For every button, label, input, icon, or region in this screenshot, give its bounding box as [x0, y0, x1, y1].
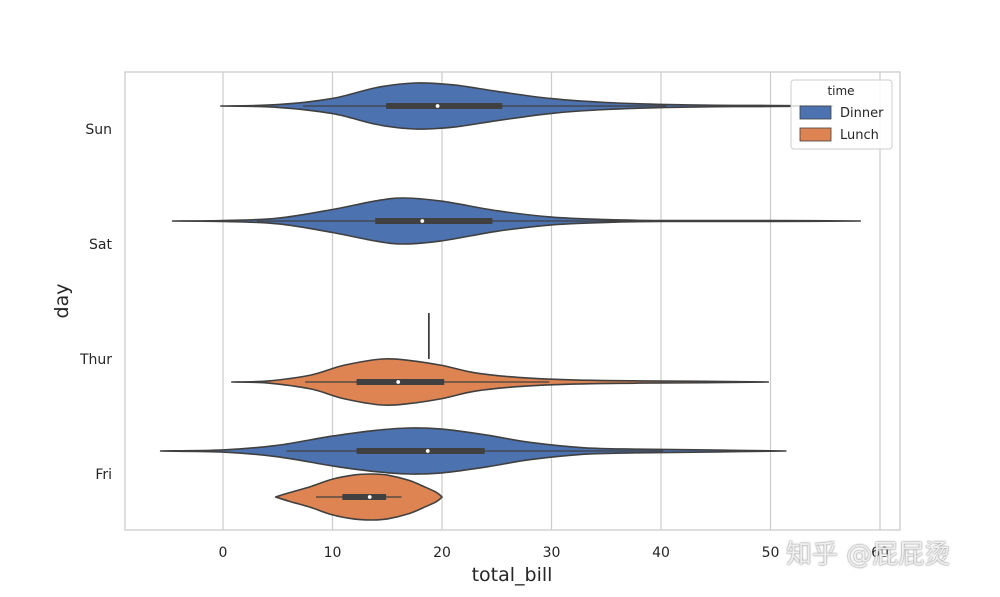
y-tick-label-fri: Fri [95, 467, 112, 483]
legend: time Dinner Lunch [790, 79, 893, 150]
violin-sun-dinner-iqr [386, 103, 503, 109]
y-tick-label-sun: Sun [85, 122, 112, 138]
y-axis-title: day [51, 284, 73, 319]
grid-lines [222, 72, 881, 530]
legend-swatch-lunch [799, 127, 832, 142]
legend-label-dinner: Dinner [840, 106, 884, 121]
violin-sat-dinner-median [420, 219, 425, 223]
x-tick-label-10: 10 [324, 545, 342, 561]
legend-title: time [827, 84, 854, 98]
x-tick-label-30: 30 [543, 545, 561, 561]
violin-fri-dinner-median [425, 449, 430, 453]
watermark-text: 知乎 @屁屁烫 [786, 540, 951, 570]
violin-fri-lunch-iqr [342, 494, 387, 500]
y-tick-labels: Sun Sat Thur Fri [79, 122, 113, 483]
plot-frame [124, 71, 901, 531]
x-tick-label-0: 0 [219, 545, 228, 561]
x-tick-label-40: 40 [652, 545, 670, 561]
x-tick-label-20: 20 [433, 545, 451, 561]
x-tick-label-50: 50 [762, 545, 780, 561]
y-tick-label-sat: Sat [89, 237, 112, 253]
violin-fri-lunch [274, 473, 443, 521]
legend-swatch-dinner [799, 105, 832, 120]
violin-fri-dinner-iqr [356, 448, 485, 454]
x-axis-title: total_bill [472, 564, 553, 586]
x-tick-label-60: 60 [871, 545, 889, 561]
violin-thur-lunch-median [396, 380, 401, 384]
violin-fri-lunch-median [367, 495, 372, 499]
violin-thur-lunch-iqr [356, 379, 445, 385]
violin-fri-dinner [159, 427, 787, 475]
x-tick-labels: 0 10 20 30 40 50 60 [219, 545, 889, 561]
violin-sat-dinner-iqr [375, 218, 493, 224]
violin-sat-dinner [171, 197, 862, 245]
y-tick-label-thur: Thur [79, 352, 112, 368]
legend-label-lunch: Lunch [840, 128, 879, 143]
violins [159, 82, 862, 521]
violin-thur-lunch [231, 357, 770, 407]
violin-sun-dinner-median [435, 104, 440, 108]
